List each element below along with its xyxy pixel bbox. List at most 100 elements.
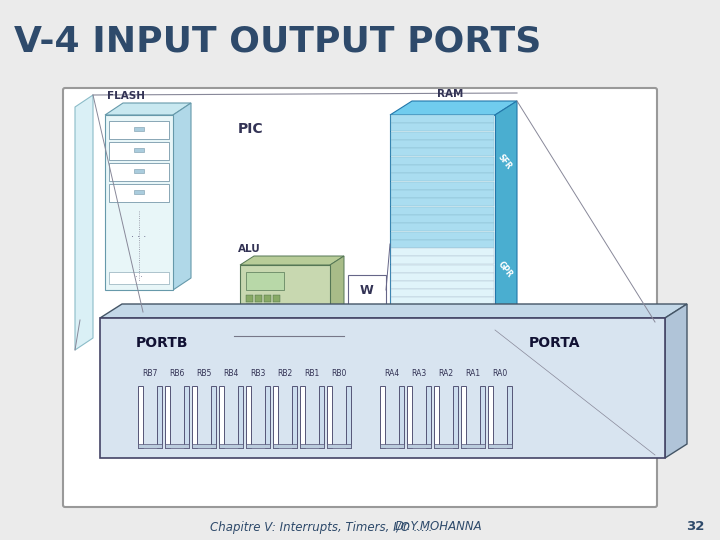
Text: RB6: RB6 bbox=[169, 368, 185, 377]
Text: PORTB: PORTB bbox=[136, 336, 188, 350]
Bar bbox=[105, 115, 173, 290]
Bar bbox=[219, 444, 243, 448]
Bar bbox=[391, 181, 494, 190]
Text: ALU: ALU bbox=[238, 244, 261, 254]
Bar bbox=[391, 157, 494, 165]
Text: RB7: RB7 bbox=[143, 368, 158, 377]
Bar bbox=[134, 127, 144, 131]
Bar bbox=[391, 306, 494, 313]
Bar bbox=[348, 275, 386, 305]
Bar bbox=[100, 318, 665, 458]
Bar bbox=[300, 444, 324, 448]
Text: RA3: RA3 bbox=[411, 368, 427, 377]
Polygon shape bbox=[665, 304, 687, 458]
Polygon shape bbox=[105, 103, 191, 115]
Bar bbox=[391, 256, 494, 265]
Bar bbox=[109, 184, 169, 202]
Bar bbox=[391, 240, 494, 248]
Bar bbox=[391, 232, 494, 240]
Text: PORTA: PORTA bbox=[529, 336, 581, 350]
Bar bbox=[219, 386, 224, 448]
Bar bbox=[399, 386, 404, 448]
Bar bbox=[138, 444, 162, 448]
Polygon shape bbox=[100, 304, 687, 318]
Bar bbox=[391, 314, 494, 321]
Text: RAM: RAM bbox=[437, 89, 463, 99]
Bar bbox=[192, 386, 197, 448]
Bar bbox=[391, 248, 494, 256]
Bar bbox=[391, 123, 494, 131]
Bar bbox=[380, 386, 385, 448]
Bar bbox=[488, 444, 512, 448]
Bar bbox=[192, 444, 216, 448]
Text: GPR: GPR bbox=[496, 260, 514, 280]
Bar bbox=[109, 121, 169, 139]
Text: 32: 32 bbox=[686, 521, 704, 534]
Bar bbox=[391, 190, 494, 198]
Bar bbox=[134, 148, 144, 152]
Bar bbox=[255, 304, 262, 311]
Bar bbox=[273, 444, 297, 448]
Bar bbox=[255, 313, 262, 320]
Bar bbox=[265, 386, 270, 448]
Bar bbox=[380, 444, 404, 448]
Text: RA0: RA0 bbox=[492, 368, 508, 377]
Bar bbox=[391, 273, 494, 281]
Bar bbox=[391, 265, 494, 273]
Bar bbox=[134, 170, 144, 173]
Bar bbox=[346, 386, 351, 448]
Polygon shape bbox=[390, 101, 517, 115]
Text: RB0: RB0 bbox=[331, 368, 347, 377]
Bar bbox=[391, 289, 494, 297]
Text: · · ·: · · · bbox=[131, 233, 147, 242]
Bar bbox=[391, 132, 494, 140]
Bar bbox=[391, 322, 494, 330]
Bar bbox=[165, 444, 189, 448]
Bar bbox=[461, 386, 466, 448]
Polygon shape bbox=[75, 95, 93, 350]
Bar bbox=[300, 386, 305, 448]
Bar bbox=[391, 215, 494, 223]
Bar bbox=[246, 304, 253, 311]
Polygon shape bbox=[495, 101, 517, 330]
Text: RB4: RB4 bbox=[223, 368, 239, 377]
Bar bbox=[319, 386, 324, 448]
Polygon shape bbox=[173, 103, 191, 290]
Bar bbox=[255, 295, 262, 302]
Text: · ·: · · bbox=[135, 273, 143, 282]
Bar bbox=[246, 295, 253, 302]
Bar bbox=[264, 304, 271, 311]
Bar bbox=[480, 386, 485, 448]
Bar bbox=[434, 444, 458, 448]
Bar bbox=[391, 165, 494, 173]
Bar bbox=[109, 163, 169, 181]
Polygon shape bbox=[240, 256, 344, 265]
Bar bbox=[426, 386, 431, 448]
Bar bbox=[391, 115, 494, 123]
Bar bbox=[390, 115, 495, 330]
Text: Dr.Y.MOHANNA: Dr.Y.MOHANNA bbox=[395, 521, 482, 534]
Text: RB1: RB1 bbox=[305, 368, 320, 377]
Bar bbox=[434, 386, 439, 448]
Bar bbox=[391, 281, 494, 289]
Bar bbox=[453, 386, 458, 448]
Text: Chapitre V: Interrupts, Timers, I/O .....: Chapitre V: Interrupts, Timers, I/O ....… bbox=[210, 521, 433, 534]
Text: RA1: RA1 bbox=[465, 368, 480, 377]
Bar bbox=[273, 295, 280, 302]
Polygon shape bbox=[330, 256, 344, 335]
Bar bbox=[264, 295, 271, 302]
Bar bbox=[327, 444, 351, 448]
Text: FLASH: FLASH bbox=[107, 91, 145, 101]
Bar bbox=[273, 304, 280, 311]
Bar bbox=[238, 386, 243, 448]
Bar bbox=[507, 386, 512, 448]
Text: RB2: RB2 bbox=[277, 368, 292, 377]
Bar bbox=[391, 148, 494, 157]
Bar bbox=[109, 272, 169, 284]
Bar bbox=[134, 190, 144, 194]
Text: RB3: RB3 bbox=[251, 368, 266, 377]
Bar bbox=[391, 298, 494, 305]
Bar bbox=[391, 173, 494, 181]
Bar bbox=[246, 272, 284, 290]
Bar bbox=[273, 313, 280, 320]
